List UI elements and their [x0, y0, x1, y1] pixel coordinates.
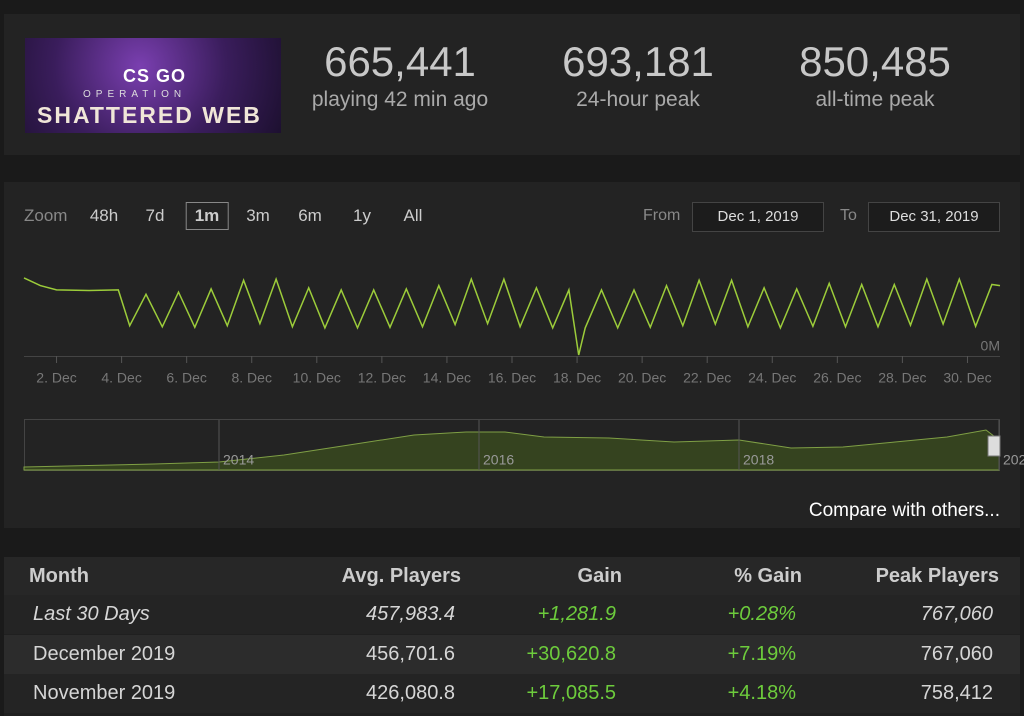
table-cell: +4.18% — [727, 682, 796, 704]
zoom-option[interactable]: 1m — [185, 202, 229, 230]
x-tick-label: 20. Dec — [618, 370, 666, 386]
to-date[interactable]: Dec 31, 2019 — [868, 202, 1000, 232]
from-label: From — [643, 207, 681, 224]
stat-label: 24-hour peak — [576, 88, 700, 111]
history-area — [23, 429, 1000, 471]
y-tick-label: 0M — [981, 338, 1000, 354]
table-cell: 426,080.8 — [366, 682, 455, 704]
table-cell: +17,085.5 — [526, 682, 616, 704]
zoom-option[interactable]: 1y — [353, 206, 371, 225]
stat-value: 850,485 — [799, 38, 951, 85]
column-header: Avg. Players — [341, 565, 461, 587]
x-tick-label: 12. Dec — [358, 370, 406, 386]
column-header: Gain — [577, 565, 622, 587]
table-row: December 2019 456,701.6 +30,620.8 +7.19% 767… — [4, 635, 1020, 674]
x-tick-label: 28. Dec — [878, 370, 926, 386]
table-cell: +7.19% — [727, 643, 796, 665]
game-banner: CS GO OPERATION SHATTERED WEB — [25, 38, 281, 133]
player-line — [23, 276, 1001, 356]
table-cell: +1,281.9 — [537, 603, 616, 625]
banner-logo: CS GO — [123, 66, 187, 86]
table-cell: 758,412 — [920, 682, 993, 704]
x-tick-label: 2. Dec — [36, 370, 76, 386]
x-tick-label: 6. Dec — [166, 370, 206, 386]
table-cell: November 2019 — [33, 682, 176, 704]
table-cell: Last 30 Days — [33, 603, 150, 625]
column-header: Peak Players — [875, 565, 999, 587]
x-tick-label: 22. Dec — [683, 370, 731, 386]
table-cell: 456,701.6 — [366, 643, 455, 665]
from-date[interactable]: Dec 1, 2019 — [692, 202, 824, 232]
table-row: November 2019 426,080.8 +17,085.5 +4.18% 758… — [4, 674, 1020, 713]
banner-subtitle: OPERATION — [83, 89, 187, 100]
zoom-option[interactable]: All — [403, 206, 423, 225]
stat-label: all-time peak — [815, 88, 935, 111]
banner-title: SHATTERED WEB — [37, 102, 262, 128]
x-tick-label: 4. Dec — [101, 370, 141, 386]
table-cell: 767,060 — [920, 603, 993, 625]
x-tick-label: 2016 — [483, 452, 514, 468]
table-cell: +0.28% — [727, 603, 796, 625]
x-tick-label: 2018 — [743, 452, 774, 468]
x-tick-label: 10. Dec — [293, 370, 341, 386]
x-tick-label: 2014 — [223, 452, 254, 468]
x-tick-label: 2020 — [1003, 452, 1024, 468]
zoom-option[interactable]: 3m — [246, 206, 270, 225]
column-header: Month — [29, 565, 89, 587]
stat-value: 665,441 — [324, 38, 476, 85]
table-row: Last 30 Days 457,983.4 +1,281.9 +0.28% 767,0… — [4, 595, 1020, 634]
x-tick-label: 16. Dec — [488, 370, 536, 386]
x-tick-label: 26. Dec — [813, 370, 861, 386]
zoom-label: Zoom — [24, 206, 68, 225]
zoom-option[interactable]: 6m — [298, 206, 322, 225]
column-header: % Gain — [734, 565, 802, 587]
stat-value: 693,181 — [562, 38, 714, 85]
x-tick-label: 30. Dec — [943, 370, 991, 386]
table-cell: +30,620.8 — [526, 643, 616, 665]
compare-link[interactable]: Compare with others... — [808, 500, 1000, 521]
stat-label: playing 42 min ago — [311, 88, 489, 111]
x-tick-label: 14. Dec — [423, 370, 471, 386]
zoom-option[interactable]: 7d — [145, 206, 165, 225]
x-tick-label: 18. Dec — [553, 370, 601, 386]
table-cell: 457,983.4 — [366, 603, 455, 625]
zoom-option[interactable]: 48h — [89, 206, 119, 225]
navigator-handle — [987, 435, 1001, 457]
x-tick-label: 24. Dec — [748, 370, 796, 386]
table-cell: 767,060 — [920, 643, 993, 665]
x-tick-label: 8. Dec — [231, 370, 271, 386]
table-cell: December 2019 — [33, 643, 176, 665]
table-header: Month Avg. Players Gain % Gain Peak Players — [4, 557, 1020, 596]
to-label: To — [840, 207, 857, 224]
